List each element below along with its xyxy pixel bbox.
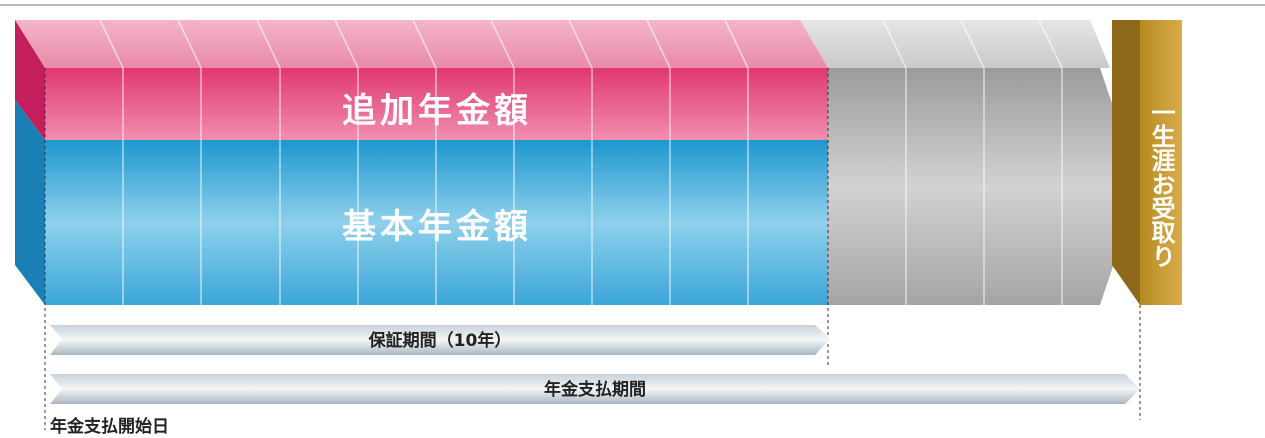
payment-period: 年金支払期間 [544, 379, 646, 400]
lifetime-label: 一生涯お受取り [1147, 100, 1175, 268]
start-label: 年金支払開始日 [50, 416, 169, 437]
layout [0, 4, 1265, 430]
additional-label: 追加年金額 [342, 91, 532, 131]
guarantee-period: 保証期間（10年） [368, 330, 512, 351]
basic-label: 基本年金額 [342, 207, 532, 247]
